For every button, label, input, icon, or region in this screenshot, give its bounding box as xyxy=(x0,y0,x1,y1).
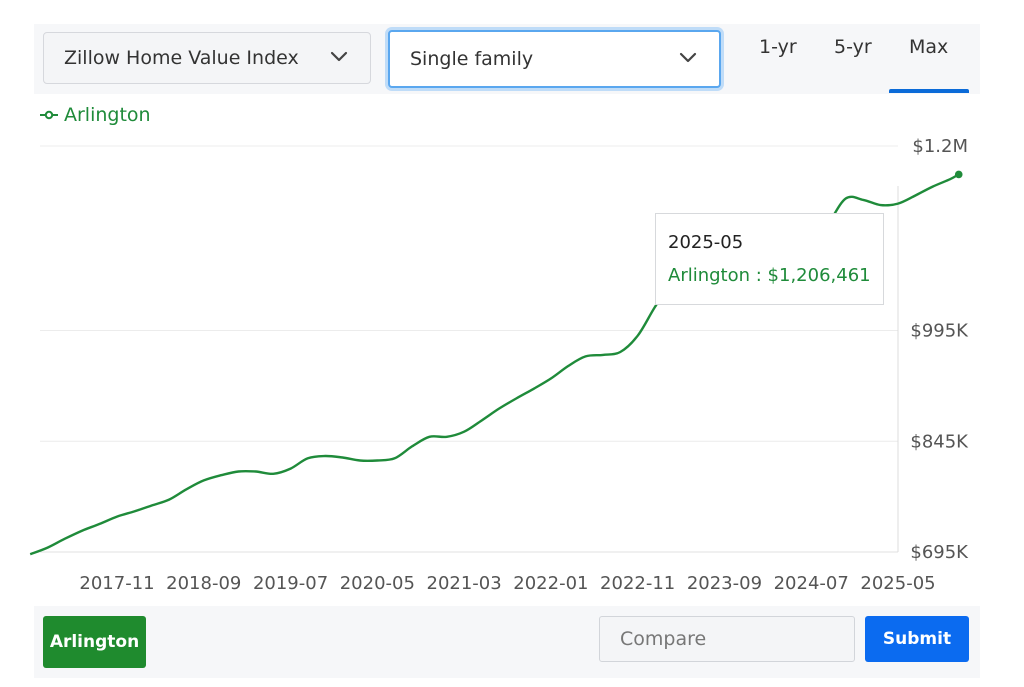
legend-label: Arlington xyxy=(64,104,151,126)
range-tab-5yr[interactable]: 5-yr xyxy=(834,36,872,58)
compare-input[interactable] xyxy=(599,616,855,662)
x-tick-label: 2018-09 xyxy=(166,573,241,594)
y-tick-label: $695K xyxy=(910,542,969,563)
index-dropdown[interactable]: Zillow Home Value Index xyxy=(43,32,371,84)
hover-point xyxy=(954,170,963,179)
x-tick-label: 2019-07 xyxy=(253,573,328,594)
x-tick-label: 2022-11 xyxy=(600,573,675,594)
home-type-dropdown-label: Single family xyxy=(410,48,534,70)
legend-item-arlington[interactable]: Arlington xyxy=(40,104,151,126)
x-tick-label: 2020-05 xyxy=(340,573,415,594)
region-tag-arlington[interactable]: Arlington xyxy=(43,616,146,668)
y-tick-label: $995K xyxy=(910,321,969,342)
range-tab-1yr[interactable]: 1-yr xyxy=(759,36,797,58)
chevron-down-icon xyxy=(679,52,697,63)
range-tab-max[interactable]: Max xyxy=(909,36,949,58)
home-type-dropdown[interactable]: Single family xyxy=(388,30,721,88)
x-tick-label: 2023-09 xyxy=(687,573,762,594)
submit-button[interactable]: Submit xyxy=(865,616,969,662)
line-dot-icon xyxy=(40,110,58,120)
index-dropdown-label: Zillow Home Value Index xyxy=(64,47,299,69)
tooltip-date: 2025-05 xyxy=(668,232,744,253)
active-range-indicator xyxy=(889,89,969,93)
chart-tooltip: 2025-05 Arlington : $1,206,461 xyxy=(655,213,884,305)
y-tick-label: $1.2M xyxy=(912,136,968,157)
x-tick-label: 2025-05 xyxy=(860,573,935,594)
x-tick-label: 2017-11 xyxy=(79,573,154,594)
x-tick-label: 2021-03 xyxy=(427,573,502,594)
x-tick-label: 2024-07 xyxy=(774,573,849,594)
chevron-down-icon xyxy=(330,51,348,62)
x-tick-label: 2022-01 xyxy=(513,573,588,594)
y-tick-label: $845K xyxy=(910,431,969,452)
tooltip-value: Arlington : $1,206,461 xyxy=(668,265,871,286)
